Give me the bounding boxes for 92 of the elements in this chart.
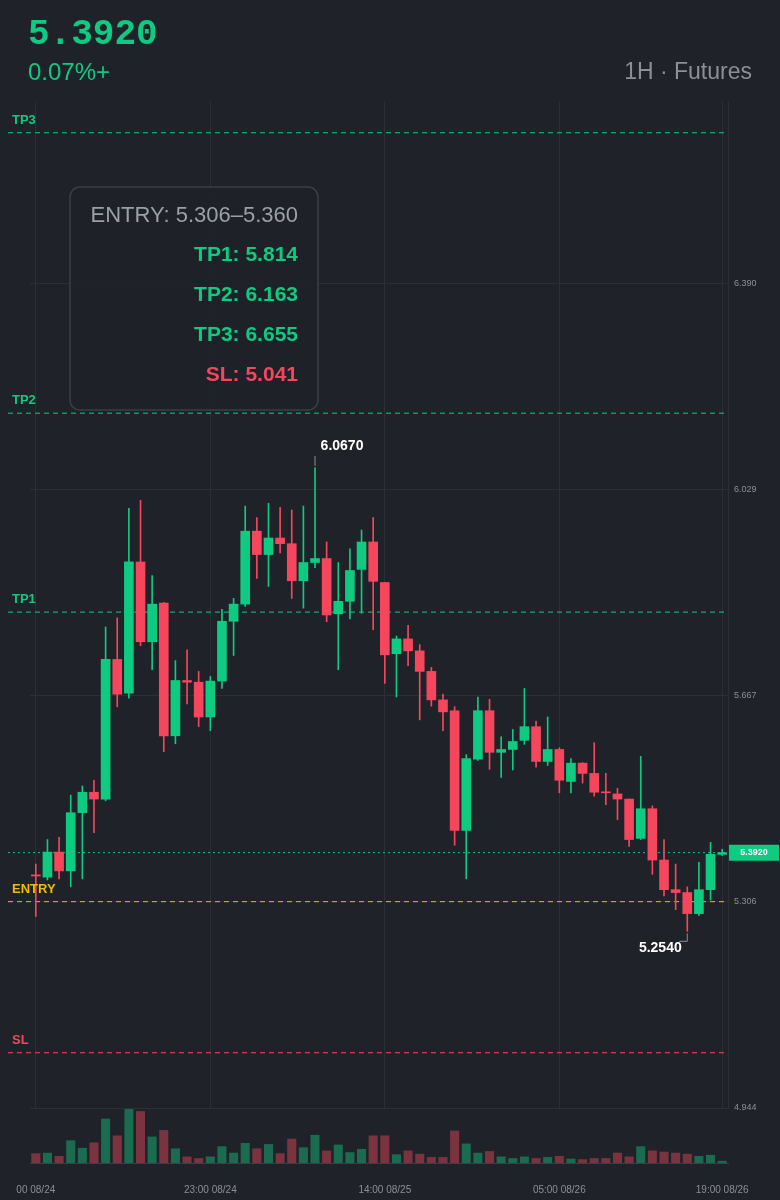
bar [543, 1157, 553, 1163]
annotation: 5.2540 [638, 939, 682, 956]
bar [636, 1146, 646, 1163]
bar [368, 1135, 378, 1163]
bar [601, 1158, 611, 1163]
bar [322, 1150, 332, 1163]
bar [473, 1152, 483, 1163]
bar [612, 1152, 623, 1163]
bar [682, 1153, 692, 1163]
bar [101, 1118, 111, 1163]
bar [135, 1111, 146, 1163]
bar [310, 1134, 320, 1163]
bar [508, 1158, 518, 1163]
bar [124, 1109, 134, 1163]
bar [112, 1135, 122, 1163]
bar [706, 1154, 716, 1163]
ref-line-label: TP3 [12, 111, 36, 127]
ref-line-label: 5.3920 [740, 847, 768, 858]
bar [671, 1152, 681, 1163]
bar [426, 1157, 436, 1163]
bar [54, 1155, 64, 1163]
x-tick-label: 14:00 08/25 [358, 1183, 412, 1195]
annotation: TP1: 5.814 [194, 242, 299, 266]
candlestick [89, 779, 99, 834]
y-tick-label: 5.306 [734, 896, 757, 907]
annotation: SL: 5.041 [205, 361, 299, 385]
annotation: ENTRY: 5.306–5.360 [90, 202, 298, 228]
bar [438, 1157, 448, 1163]
bar [380, 1135, 390, 1163]
candlestick [601, 773, 611, 806]
bar [229, 1152, 239, 1163]
bar [566, 1158, 576, 1163]
candlestick [310, 467, 320, 568]
x-tick-label: 19:00 08/26 [695, 1183, 750, 1195]
bar [205, 1156, 215, 1163]
bar [659, 1151, 669, 1163]
bar [77, 1147, 87, 1163]
bar [578, 1159, 588, 1163]
x-tick-label: 23:00 08/24 [183, 1183, 238, 1195]
y-tick-label: 5.667 [734, 690, 757, 701]
bar [450, 1130, 460, 1163]
bar [647, 1150, 657, 1163]
bar [182, 1156, 192, 1163]
bar [263, 1144, 274, 1163]
bar [252, 1148, 262, 1163]
bar [147, 1136, 157, 1163]
bar [554, 1155, 564, 1163]
ref-line-label: SL [12, 1031, 29, 1047]
bar [694, 1155, 704, 1163]
annotation: TP2: 6.163 [194, 282, 298, 306]
bar [194, 1158, 204, 1163]
ref-line-label: TP2 [12, 392, 36, 408]
bar [333, 1144, 343, 1163]
bar [415, 1153, 425, 1163]
text: 1H · Futures [624, 58, 752, 85]
bar [403, 1150, 413, 1163]
y-tick-label: 6.029 [734, 484, 757, 495]
chart-subtitle: 0.07%+ [28, 58, 111, 86]
bar [357, 1148, 367, 1163]
bar [287, 1138, 297, 1163]
annotation: 6.0670 [320, 436, 364, 453]
candlestick [275, 506, 285, 554]
bar [31, 1153, 41, 1163]
bar [345, 1152, 355, 1163]
bar [519, 1156, 529, 1163]
bar [298, 1147, 308, 1163]
bar [89, 1142, 99, 1163]
bar [484, 1151, 495, 1163]
bar [240, 1143, 250, 1163]
x-tick-label: 00 08/24 [16, 1183, 56, 1195]
bar [461, 1143, 471, 1163]
candlestick [507, 729, 518, 771]
bar [217, 1146, 227, 1163]
candlestick [496, 736, 506, 778]
y-tick-label: 4.944 [734, 1102, 757, 1113]
bar [717, 1160, 727, 1163]
annotation: TP3: 6.655 [194, 321, 299, 345]
bar [531, 1158, 541, 1163]
bar [589, 1158, 599, 1163]
bar [66, 1140, 76, 1163]
bar [624, 1156, 634, 1163]
bar [275, 1153, 285, 1163]
chart-title: 5.3920 [28, 14, 158, 55]
bar [42, 1152, 52, 1163]
bar [496, 1156, 506, 1163]
bar [159, 1130, 169, 1163]
candlestick [182, 649, 192, 705]
bar [391, 1154, 401, 1163]
bar [170, 1148, 180, 1163]
y-tick-label: 6.390 [734, 278, 757, 289]
x-tick-label: 05:00 08/26 [532, 1183, 587, 1195]
ref-line-label: TP1 [12, 591, 36, 607]
